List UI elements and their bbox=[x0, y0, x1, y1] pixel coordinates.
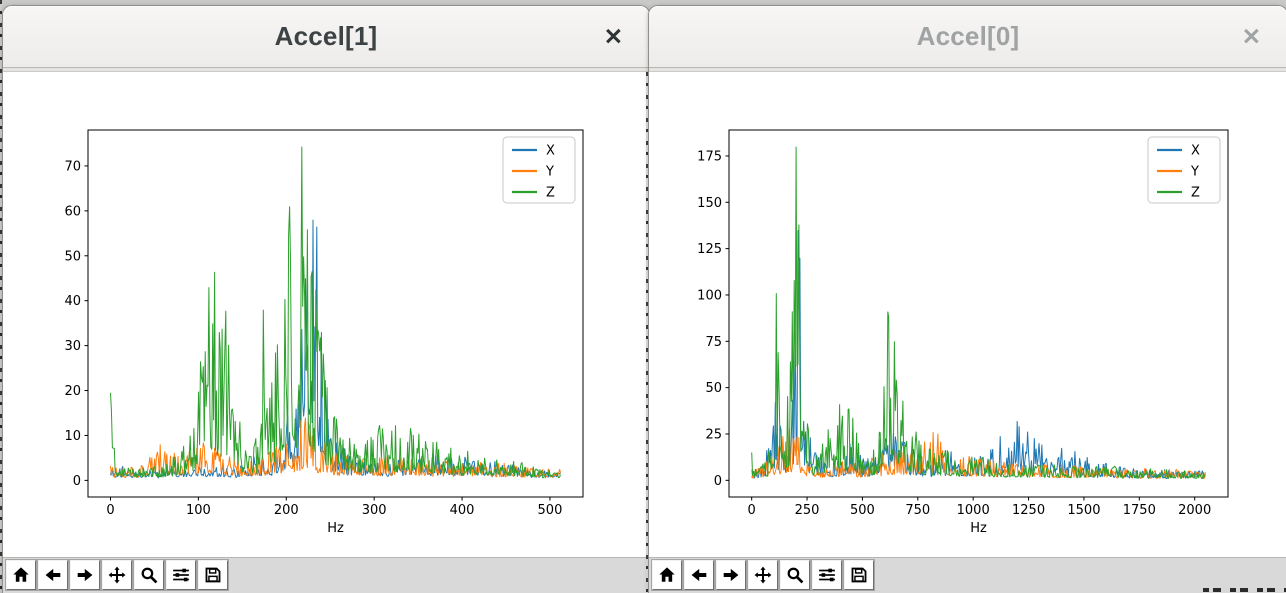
save-button[interactable] bbox=[843, 559, 875, 591]
y-tick-label: 150 bbox=[697, 196, 722, 211]
window-title: Accel[0] bbox=[916, 21, 1020, 51]
x-tick-label: 300 bbox=[362, 503, 387, 518]
save-icon bbox=[851, 567, 867, 583]
y-tick-label: 75 bbox=[705, 335, 722, 350]
y-tick-label: 100 bbox=[697, 288, 722, 303]
home-icon bbox=[659, 567, 675, 582]
x-tick-label: 500 bbox=[538, 503, 563, 518]
legend-label-Y: Y bbox=[1190, 165, 1199, 180]
configure-subplots-icon bbox=[173, 568, 189, 582]
y-tick-label: 40 bbox=[64, 294, 81, 309]
background-window-fragment bbox=[1203, 588, 1286, 592]
zoom-icon bbox=[141, 567, 158, 584]
zoom-icon bbox=[787, 567, 804, 584]
chart-canvas-accel1[interactable]: 0 100 200 300 400 500 0 10 20 30 40 50 60 70 Hz XYZ bbox=[3, 72, 647, 557]
matplotlib-toolbar bbox=[3, 557, 649, 593]
back-button[interactable] bbox=[37, 559, 69, 591]
x-axis-label: Hz bbox=[327, 521, 344, 536]
chart-canvas-accel0[interactable]: 0 250 500 750 1000 1250 1500 1750 2000 0 25 50 75 100… bbox=[649, 72, 1285, 557]
back-button[interactable] bbox=[683, 559, 715, 591]
series-X-line bbox=[751, 230, 1206, 480]
legend-label-X: X bbox=[1191, 144, 1200, 159]
back-icon bbox=[45, 568, 61, 582]
titlebar[interactable]: Accel[0] ✕ bbox=[649, 6, 1286, 68]
save-icon bbox=[205, 567, 221, 583]
y-tick-label: 125 bbox=[697, 242, 722, 257]
y-tick-label: 175 bbox=[697, 149, 722, 164]
zoom-button[interactable] bbox=[133, 559, 165, 591]
series-Z-line bbox=[751, 146, 1206, 480]
legend bbox=[502, 136, 576, 204]
y-tick-label: 0 bbox=[73, 474, 81, 489]
zoom-button[interactable] bbox=[779, 559, 811, 591]
back-icon bbox=[691, 568, 707, 582]
background-window-edge bbox=[646, 72, 648, 592]
window-accel0: Accel[0] ✕ 0 250 500 750 1000 1250 1500 1750 200… bbox=[648, 5, 1286, 593]
x-tick-label: 750 bbox=[905, 503, 930, 518]
close-icon[interactable]: ✕ bbox=[1241, 23, 1261, 49]
x-axis-label: Hz bbox=[970, 521, 987, 536]
x-tick-label: 1750 bbox=[1123, 503, 1156, 518]
pan-icon bbox=[754, 566, 772, 584]
figure-canvas: 0 100 200 300 400 500 0 10 20 30 40 50 60 70 Hz X Y Z bbox=[3, 72, 649, 557]
x-tick-label: 0 bbox=[748, 503, 756, 518]
y-tick-label: 0 bbox=[714, 474, 722, 489]
forward-icon bbox=[723, 568, 739, 582]
window-accel1: Accel[1] ✕ 0 100 200 300 400 500 0 10 20 30 40 50 60… bbox=[2, 5, 650, 593]
y-tick-label: 10 bbox=[64, 429, 81, 444]
y-tick-label: 25 bbox=[705, 427, 722, 442]
legend bbox=[1147, 136, 1221, 204]
x-tick-label: 500 bbox=[850, 503, 875, 518]
x-tick-label: 200 bbox=[274, 503, 299, 518]
legend-label-X: X bbox=[546, 144, 555, 159]
axes-frame bbox=[87, 129, 584, 498]
figure-canvas: 0 250 500 750 1000 1250 1500 1750 2000 0 25 50 75 100… bbox=[649, 72, 1286, 557]
background-window-edge bbox=[0, 0, 2, 592]
window-title: Accel[1] bbox=[274, 21, 378, 51]
y-tick-label: 50 bbox=[64, 249, 81, 264]
axes-frame bbox=[728, 129, 1229, 498]
y-tick-label: 50 bbox=[705, 381, 722, 396]
configure-subplots-button[interactable] bbox=[811, 559, 843, 591]
home-button[interactable] bbox=[651, 559, 683, 591]
y-tick-label: 20 bbox=[64, 384, 81, 399]
x-tick-label: 1500 bbox=[1067, 503, 1100, 518]
series-X-line bbox=[110, 219, 561, 479]
y-tick-label: 60 bbox=[64, 204, 81, 219]
pan-button[interactable] bbox=[101, 559, 133, 591]
y-tick-label: 70 bbox=[64, 159, 81, 174]
forward-button[interactable] bbox=[69, 559, 101, 591]
series-Z-line bbox=[110, 146, 561, 479]
x-tick-label: 0 bbox=[106, 503, 114, 518]
pan-button[interactable] bbox=[747, 559, 779, 591]
configure-subplots-icon bbox=[819, 568, 835, 582]
home-button[interactable] bbox=[5, 559, 37, 591]
x-tick-label: 1250 bbox=[1012, 503, 1045, 518]
x-tick-label: 2000 bbox=[1178, 503, 1211, 518]
home-icon bbox=[13, 567, 29, 582]
y-tick-label: 30 bbox=[64, 339, 81, 354]
titlebar-divider bbox=[649, 68, 1286, 72]
x-tick-label: 400 bbox=[450, 503, 475, 518]
x-tick-label: 250 bbox=[795, 503, 820, 518]
titlebar-divider bbox=[3, 68, 649, 72]
x-tick-label: 100 bbox=[186, 503, 211, 518]
legend-label-Z: Z bbox=[546, 186, 555, 201]
save-button[interactable] bbox=[197, 559, 229, 591]
legend-label-Z: Z bbox=[1191, 186, 1200, 201]
close-icon[interactable]: ✕ bbox=[603, 23, 623, 49]
forward-icon bbox=[77, 568, 93, 582]
forward-button[interactable] bbox=[715, 559, 747, 591]
titlebar[interactable]: Accel[1] ✕ bbox=[3, 6, 649, 68]
legend-label-Y: Y bbox=[545, 165, 554, 180]
matplotlib-toolbar bbox=[649, 557, 1286, 593]
x-tick-label: 1000 bbox=[957, 503, 990, 518]
configure-subplots-button[interactable] bbox=[165, 559, 197, 591]
pan-icon bbox=[108, 566, 126, 584]
